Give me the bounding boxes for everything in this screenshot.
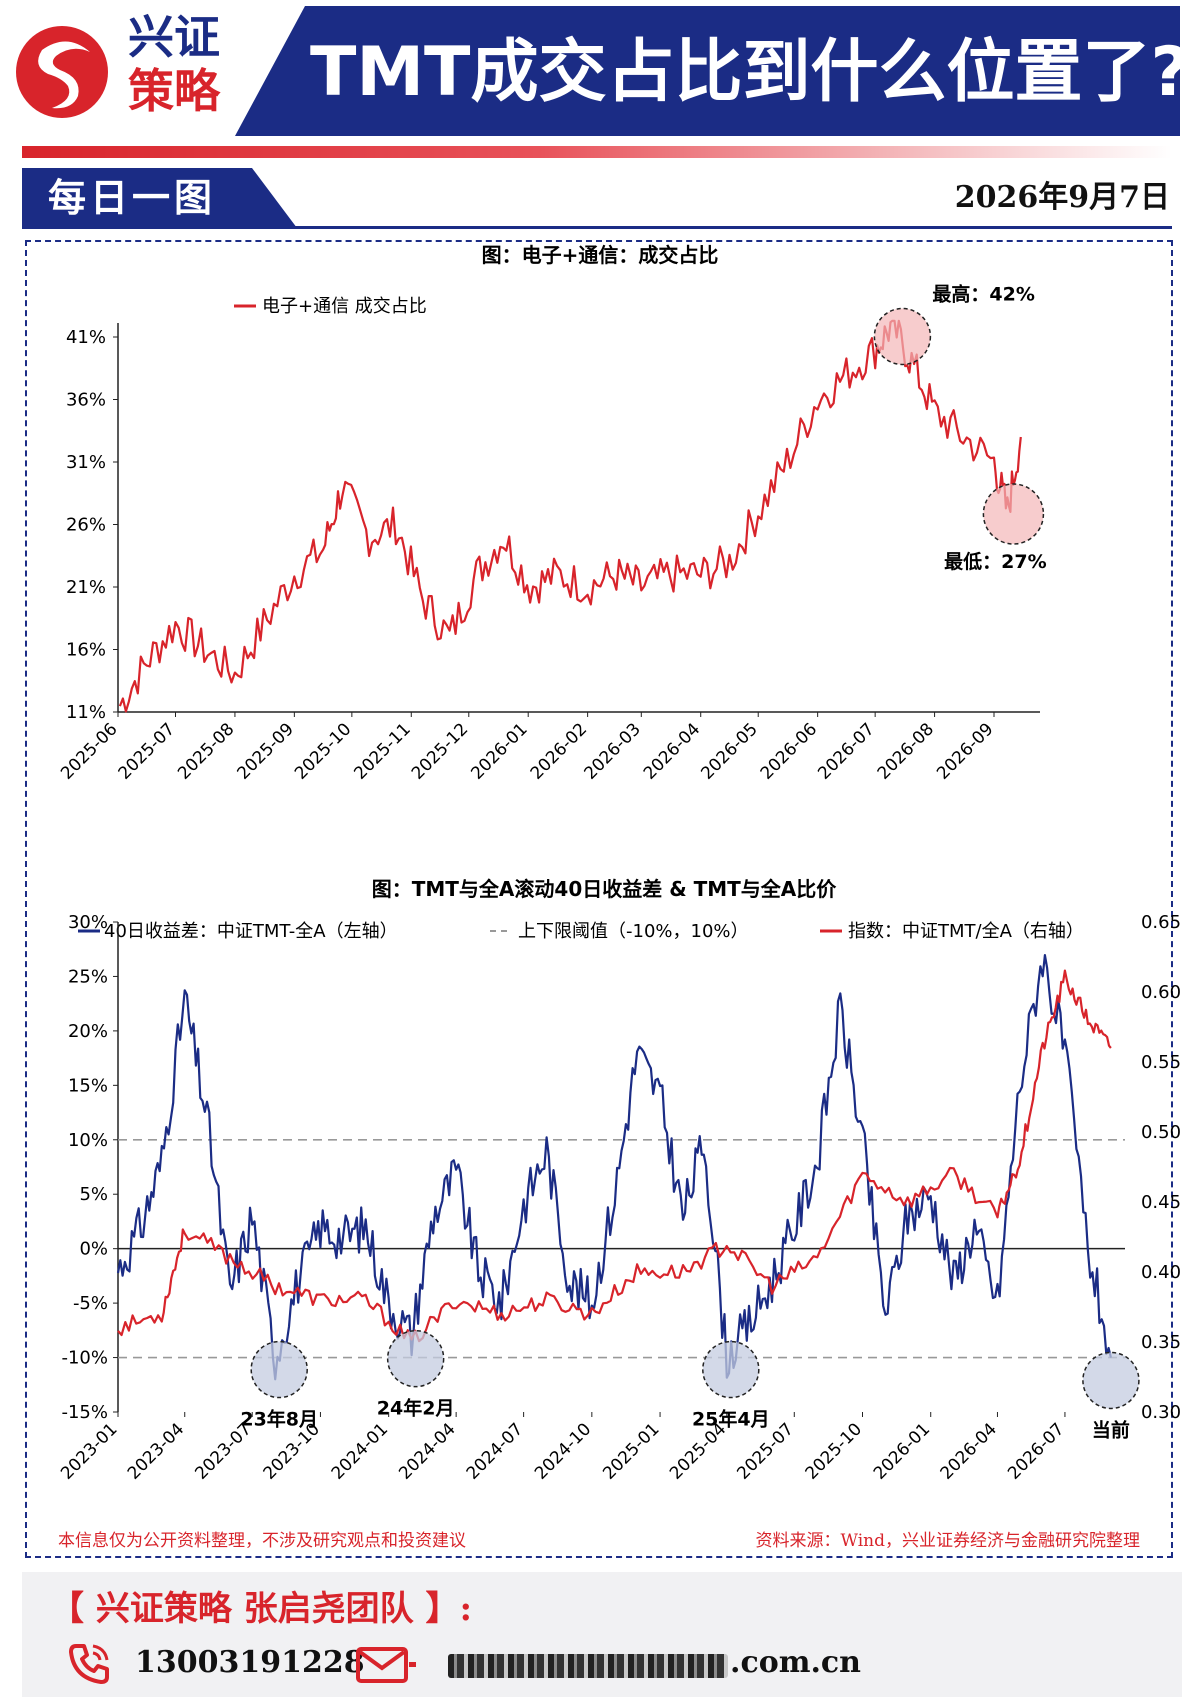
chart-2-ytick-left-label: 5%: [79, 1184, 108, 1205]
chart-2-marker-label-1: 23年8月: [240, 1408, 318, 1431]
chart-1-ytick-label: 26%: [66, 515, 106, 536]
chart-1-high-marker: [873, 307, 932, 366]
chart-1-xtick-label: 2026-01: [467, 719, 531, 783]
section-rule: [22, 226, 1172, 229]
chart-1-xtick-label: 2026-06: [757, 719, 821, 783]
chart-1-xtick-label: 2025-12: [408, 719, 472, 783]
chart-1-high-label: 最高：42%: [932, 283, 1034, 306]
chart-1-xtick-label: 2025-06: [57, 719, 121, 783]
chart-1-xtick-label: 2026-07: [814, 719, 878, 783]
chart-2-ytick-left-label: 15%: [68, 1075, 108, 1096]
chart-1-xtick-label: 2025-08: [174, 719, 238, 783]
chart-2-ytick-right-label: 0.45: [1141, 1192, 1181, 1213]
chart-2-spread-line: [116, 954, 1112, 1381]
chart-2-xtick-label: 2025-10: [802, 1419, 866, 1483]
chart-2-marker-label-4: 当前: [1092, 1418, 1130, 1441]
email-domain: .com.cn: [730, 1645, 861, 1680]
chart-1-low-marker: [982, 483, 1045, 545]
chart-2-ytick-right-label: 0.50: [1141, 1122, 1181, 1143]
chart-1-xtick-label: 2026-02: [527, 719, 591, 783]
chart-2-xtick-label: 2026-04: [937, 1419, 1001, 1483]
chart-2-xtick-label: 2025-01: [599, 1419, 663, 1483]
chart-2-xtick-label: 2024-07: [463, 1419, 527, 1483]
chart-2-marker-1: [250, 1340, 308, 1399]
chart-1-ytick-label: 11%: [66, 702, 106, 723]
chart-2-marker-3: [702, 1340, 760, 1399]
chart-2-marker-4: [1082, 1351, 1140, 1410]
team-label: 【 兴证策略 张启尧团队 】:: [50, 1589, 473, 1629]
chart-2-ratio-line: [117, 969, 1112, 1343]
chart-2-xtick-label: 2023-04: [124, 1419, 188, 1483]
logo-line1: 兴证: [128, 10, 220, 64]
phone-number: 13003191228: [135, 1645, 365, 1680]
chart-2-marker-label-2: 24年2月: [377, 1397, 455, 1420]
red-stripe: [22, 146, 1172, 158]
disclaimer: 本信息仅为公开资料整理，不涉及研究观点和投资建议: [58, 1531, 466, 1551]
chart-1-xtick-label: 2025-09: [234, 719, 298, 783]
report-title: TMT成交占比到什么位置了?: [310, 33, 1190, 112]
chart-2-ytick-left-label: -10%: [61, 1348, 108, 1369]
logo-mark: [16, 26, 108, 118]
chart-1-xtick-label: 2026-09: [933, 719, 997, 783]
chart-2-ytick-right-label: 0.35: [1141, 1332, 1181, 1353]
chart-2-xtick-label: 2026-01: [870, 1419, 934, 1483]
chart-1-title: 图：电子+通信：成交占比: [482, 243, 719, 267]
chart-2-xtick-label: 2023-01: [57, 1419, 121, 1483]
chart-1-xtick-label: 2026-04: [640, 719, 704, 783]
chart-2-legend-spread: 40日收益差：中证TMT-全A（左轴）: [104, 921, 398, 942]
chart-1-xtick-label: 2026-05: [697, 719, 761, 783]
chart-1-ytick-label: 16%: [66, 640, 106, 661]
chart-2-ytick-right-label: 0.65: [1141, 912, 1181, 933]
chart-2-marker-2: [386, 1329, 445, 1388]
header-bar: [235, 6, 1180, 136]
chart-2-legend-ratio: 指数：中证TMT/全A（右轴）: [848, 921, 1084, 942]
chart-2-ytick-left-label: 25%: [68, 966, 108, 987]
chart-2-ytick-left-label: -15%: [61, 1402, 108, 1423]
chart-1-series-line: [118, 319, 1022, 713]
chart-2-ytick-right-label: 0.40: [1141, 1262, 1181, 1283]
chart-2-title: 图：TMT与全A滚动40日收益差 & TMT与全A比价: [372, 877, 838, 901]
chart-1-ytick-label: 21%: [66, 577, 106, 598]
mail-icon: [356, 1647, 416, 1683]
logo-line2: 策略: [128, 64, 220, 118]
chart-1-xtick-label: 2025-11: [350, 719, 414, 783]
report-date: 2026年9月7日: [954, 180, 1170, 215]
chart-1-xtick-label: 2025-07: [115, 719, 179, 783]
chart-2: 图：TMT与全A滚动40日收益差 & TMT与全A比价 40日收益差：中证TMT-…: [57, 877, 1181, 1484]
chart-1-ytick-label: 31%: [66, 452, 106, 473]
chart-2-ytick-left-label: 20%: [68, 1021, 108, 1042]
chart-1-xtick-label: 2026-03: [580, 719, 644, 783]
chart-2-ytick-right-label: 0.30: [1141, 1402, 1181, 1423]
email-redacted: [448, 1654, 728, 1678]
source-note: 资料来源：Wind，兴业证券经济与金融研究院整理: [755, 1531, 1140, 1551]
chart-1-low-label: 最低：27%: [944, 550, 1046, 573]
chart-2-ytick-left-label: 0%: [79, 1239, 108, 1260]
chart-2-ytick-right-label: 0.55: [1141, 1052, 1181, 1073]
chart-2-xtick-label: 2024-01: [328, 1419, 392, 1483]
chart-2-ytick-left-label: 10%: [68, 1130, 108, 1151]
chart-2-legend-threshold: 上下限阈值（-10%，10%）: [518, 921, 749, 942]
chart-2-ytick-left-label: -5%: [73, 1293, 108, 1314]
chart-2-ytick-left-label: 30%: [68, 912, 108, 933]
chart-1-ytick-label: 36%: [66, 390, 106, 411]
chart-2-marker-label-3: 25年4月: [692, 1408, 770, 1431]
phone-icon: [69, 1644, 109, 1684]
section-label: 每日一图: [48, 175, 217, 220]
logo-text: 兴证 策略: [128, 10, 238, 118]
chart-2-xtick-label: 2024-04: [395, 1419, 459, 1483]
chart-2-xtick-label: 2024-10: [531, 1419, 595, 1483]
section-bar: [22, 168, 297, 228]
chart-1-xtick-label: 2026-08: [874, 719, 938, 783]
chart-frame: [25, 240, 1173, 1558]
chart-2-xtick-label: 2026-07: [1004, 1419, 1068, 1483]
chart-1-xtick-label: 2025-10: [291, 719, 355, 783]
chart-1-ytick-label: 41%: [66, 327, 106, 348]
chart-1-legend-label: 电子+通信 成交占比: [262, 296, 427, 317]
chart-2-ytick-right-label: 0.60: [1141, 982, 1181, 1003]
